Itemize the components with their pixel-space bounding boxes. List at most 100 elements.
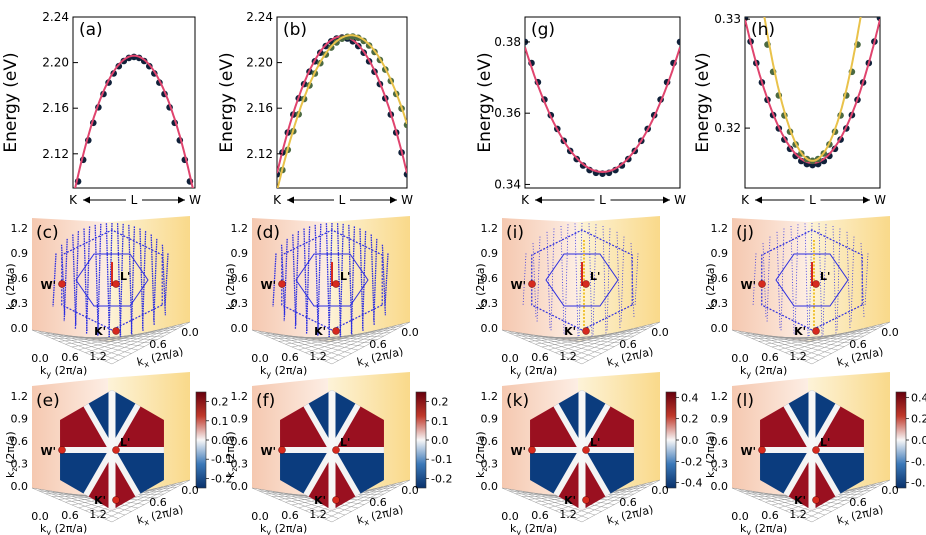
panel-label: (c) <box>36 223 59 243</box>
left-wall <box>732 218 808 342</box>
bz-outline <box>761 229 863 331</box>
axis-label: ky (2π/a) <box>510 364 557 379</box>
lattice-line <box>314 224 319 336</box>
lattice-line <box>359 228 364 332</box>
y-tick-label: 2.12 <box>42 147 69 161</box>
ky-tick-label: 1.2 <box>89 350 107 363</box>
kz-tick-label: 0.6 <box>11 435 29 448</box>
lattice-line <box>153 238 158 322</box>
kz-tick-label: 0.3 <box>711 297 729 310</box>
lattice-line <box>139 228 144 332</box>
x-tick-label: W <box>874 193 886 207</box>
floor-grid <box>31 321 191 365</box>
arrow-head <box>535 196 542 204</box>
axis-base: k <box>606 355 616 369</box>
colorbar-label: 0.4 <box>681 391 699 404</box>
axis-unit: (2π/a) <box>474 263 487 299</box>
axis-base: k <box>474 303 487 310</box>
kz-tick-label: 0.3 <box>481 458 499 471</box>
lattice-line <box>328 222 333 338</box>
plot-frame <box>744 16 881 189</box>
ky-tick-label: 0.0 <box>251 352 269 365</box>
axis-unit: (2π/a) <box>224 263 237 299</box>
axis-base: k <box>740 522 747 535</box>
axis-base: k <box>4 471 17 478</box>
grid-line <box>327 321 411 343</box>
lattice-line <box>305 226 311 334</box>
lattice-line <box>141 231 147 329</box>
panel-label: (f) <box>256 391 275 411</box>
lattice-line <box>350 226 356 334</box>
lattice-line <box>832 225 837 335</box>
lattice-line <box>522 253 527 307</box>
grid-line <box>111 321 191 365</box>
ky-tick-label: 1.2 <box>309 508 327 521</box>
point-l <box>332 280 340 288</box>
y-tick-label: 0.38 <box>494 35 521 49</box>
right-wall <box>578 216 660 342</box>
axis-base: k <box>474 471 487 478</box>
axis-sub: z <box>10 467 19 471</box>
ky-tick-label: 0.6 <box>531 351 549 364</box>
axis-base: k <box>510 364 517 377</box>
lattice-line <box>794 224 799 336</box>
grid-line <box>801 325 884 342</box>
colorbar: 0.4 0.2 0.0 -0.2 -0.4 <box>665 391 702 490</box>
lattice-line <box>164 253 169 307</box>
lattice-line <box>74 231 80 329</box>
colorbar-label: -0.1 <box>431 453 452 466</box>
colorbar-gradient <box>415 391 427 489</box>
kz-tick-label: 0.0 <box>11 480 29 493</box>
point-k <box>812 327 820 335</box>
label-l: L' <box>820 436 830 449</box>
point-l <box>112 446 120 454</box>
grid-line <box>98 325 177 359</box>
kx-tick-label: 0.0 <box>651 484 669 497</box>
bz-outline <box>531 229 633 331</box>
arrow-head <box>83 196 90 204</box>
axis-label: ky (2π/a) <box>40 522 87 535</box>
point-l <box>582 280 590 288</box>
kx-tick-label: 0.6 <box>849 338 867 351</box>
bz-panel-e: 0.2 0.1 0.0 -0.1 -0.2 W' L' K' (e) 1.2 0.9 0.6 0.3 0.… <box>4 372 232 535</box>
right-wall <box>328 216 410 342</box>
axis-base: k <box>4 303 17 310</box>
ky-tick-label: 0.0 <box>731 352 749 365</box>
series-fit_2 <box>277 34 407 188</box>
label-k: K' <box>564 494 576 507</box>
point-w <box>758 446 766 454</box>
ky-tick-label: 0.0 <box>251 510 269 523</box>
x-tick-label: L <box>339 193 346 207</box>
grid-line <box>318 325 397 359</box>
lattice-line <box>532 243 537 317</box>
bz-panel-i: W'L'K'(i)1.20.90.60.30.0kz (2π/a)0.0 0.6 1… <box>474 216 669 379</box>
kz-tick-label: 0.6 <box>231 272 249 285</box>
axis-label: kz (2π/a) <box>4 263 19 310</box>
kz-tick-label: 0.3 <box>11 297 29 310</box>
lattice-line <box>804 223 809 337</box>
kx-tick-label: 0.0 <box>181 326 199 339</box>
bz-panel-j: W'L'K'(j)1.20.90.60.30.0kz (2π/a)0.0 0.6 1… <box>704 216 899 379</box>
axis-sub: y <box>516 370 521 379</box>
colorbar-label: 0.4 <box>911 391 926 404</box>
axis-label: ky (2π/a) <box>740 364 787 379</box>
ky-tick-label: 1.2 <box>559 350 577 363</box>
label-k: K' <box>314 325 326 338</box>
y-tick-label: 2.20 <box>42 56 69 70</box>
lattice-line <box>574 223 579 337</box>
colorbar-gradient <box>895 391 907 489</box>
point-k <box>332 496 340 504</box>
panel-b: 2.12 2.16 2.20 2.24 Energy (eV) (b) K L W <box>217 10 413 207</box>
kz-tick-label: 1.2 <box>711 390 729 403</box>
x-tick-label: W <box>189 193 201 207</box>
kx-tick-label: 0.6 <box>849 496 867 509</box>
ky-tick-label: 0.0 <box>501 352 519 365</box>
lattice-line <box>752 253 757 307</box>
axis-sub: z <box>230 299 239 303</box>
y-axis-label: Energy (eV) <box>1 52 21 152</box>
kz-tick-label: 0.3 <box>231 297 249 310</box>
colorbar-label: 0.1 <box>431 415 449 428</box>
axis-unit: (2π/a) <box>704 263 717 299</box>
series-fit_1 <box>745 18 880 164</box>
axis-base: k <box>40 364 47 377</box>
